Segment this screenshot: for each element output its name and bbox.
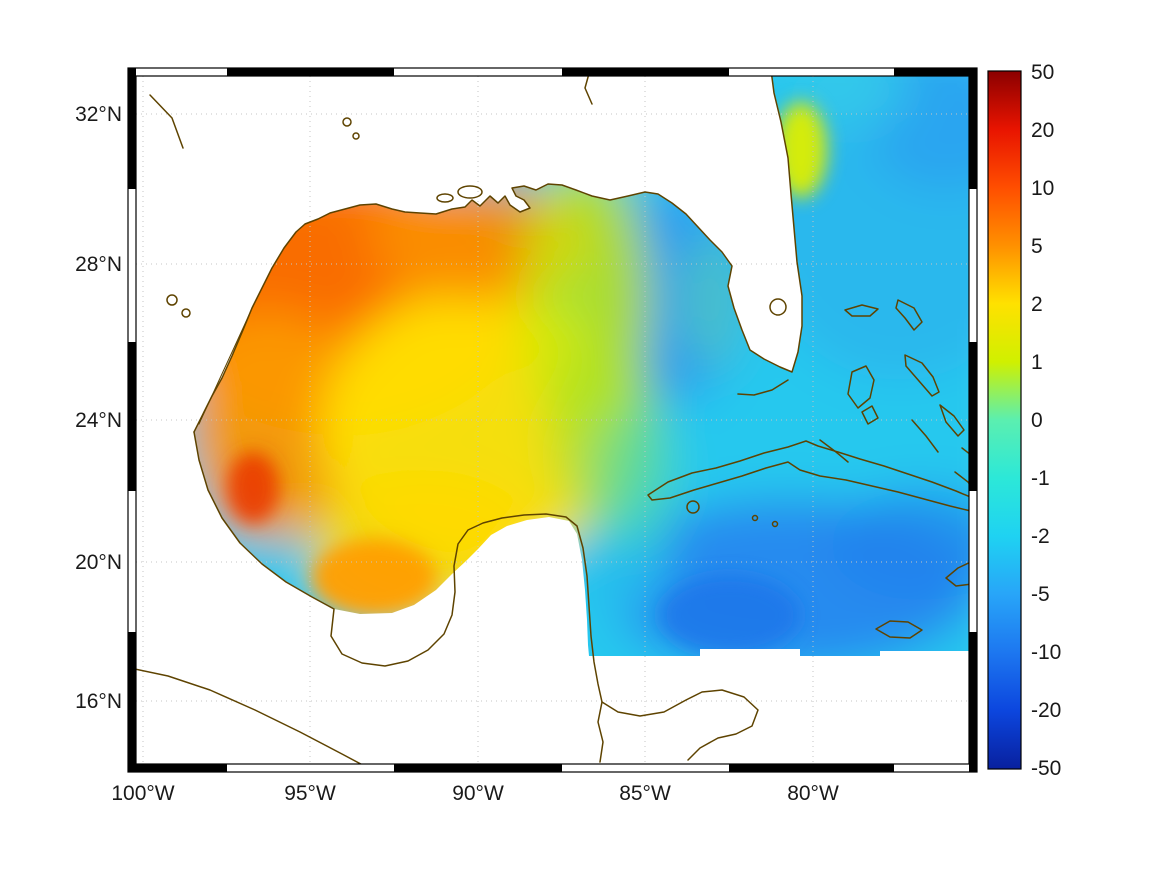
data-field <box>136 76 969 764</box>
bahamas-long-island <box>939 404 965 437</box>
bahamas-andros <box>847 365 875 409</box>
x-tick-label: 95°W <box>284 782 336 805</box>
texas-lagoon-line <box>198 303 255 425</box>
y-tick-label: 24°N <box>75 409 122 432</box>
border-black-segments <box>128 68 977 772</box>
y-axis-labels: 32°N 28°N 24°N 20°N 16°N <box>75 103 122 713</box>
y-tick-label: 28°N <box>75 253 122 276</box>
pacific-coastline <box>136 668 363 764</box>
colorbar-tick-label: -20 <box>1031 699 1061 722</box>
jamaica-outline <box>875 620 923 639</box>
field-blob <box>590 410 680 550</box>
haiti-west-tip <box>945 561 969 587</box>
border-band-top <box>128 68 977 76</box>
inland-lake <box>181 308 191 318</box>
x-tick-label: 100°W <box>111 782 174 805</box>
bahamas-eleuthera <box>904 354 940 397</box>
x-tick-label: 80°W <box>787 782 839 805</box>
bahamas-grand-bahama <box>844 304 879 317</box>
inland-lake <box>166 294 178 306</box>
x-tick-label: 85°W <box>619 782 671 805</box>
cuba-outline <box>647 440 969 512</box>
colorbar-tick-label: -1 <box>1031 467 1050 490</box>
colorbar-tick-label: 2 <box>1031 293 1043 316</box>
lake-pontchartrain-outline <box>457 185 483 199</box>
cay-south-of-cuba <box>771 520 779 528</box>
cay-south-of-cuba <box>751 514 759 522</box>
y-tick-label: 20°N <box>75 551 122 574</box>
bahamas-bank-line <box>819 439 849 463</box>
border-outer-frame <box>127 67 978 773</box>
x-tick-label: 90°W <box>452 782 504 805</box>
colorbar-tick-label: -5 <box>1031 583 1050 606</box>
border-inner-frame <box>135 75 970 765</box>
colorbar-tick-label: -50 <box>1031 757 1061 780</box>
inland-lake <box>352 132 360 140</box>
colorbar-tick-label: -10 <box>1031 641 1061 664</box>
land-mask <box>136 76 969 764</box>
field-blob <box>830 490 969 600</box>
field-blob-campeche-orange <box>312 539 436 615</box>
field-blob-dark-blue <box>660 575 800 655</box>
colorbar-labels: 50 20 10 5 2 1 0 -1 -2 -5 -10 -20 -50 <box>1031 61 1061 780</box>
florida-keys-line <box>737 379 789 396</box>
mexico-yucatan-coastline <box>193 431 604 763</box>
colorbar-tick-label: 5 <box>1031 235 1043 258</box>
bahamas-abaco <box>895 299 923 331</box>
field-blob <box>680 230 740 370</box>
lake-okeechobee-outline <box>769 298 787 316</box>
y-tick-label: 16°N <box>75 690 122 713</box>
inland-lake <box>342 117 352 127</box>
coastlines <box>136 76 969 764</box>
bahamas-small-cay <box>861 405 879 425</box>
coastal-lagoon-outline <box>436 193 454 203</box>
colorbar-tick-label: -2 <box>1031 525 1050 548</box>
colorbar-tick-label: 1 <box>1031 351 1043 374</box>
isle-of-youth-outline <box>686 500 700 514</box>
colorbar: 50 20 10 5 2 1 0 -1 -2 -5 -10 -20 -50 <box>987 61 1061 780</box>
x-axis-labels: 100°W 95°W 90°W 85°W 80°W <box>111 782 839 805</box>
bahamas-exumas-line <box>911 419 939 453</box>
colorbar-tick-label: 10 <box>1031 177 1054 200</box>
colorbar-tick-label: 50 <box>1031 61 1054 84</box>
river-line <box>584 76 593 105</box>
field-blob-red-spot <box>227 452 279 524</box>
colorbar-gradient-bar <box>987 70 1022 770</box>
honduras-coastline <box>601 689 759 761</box>
y-tick-label: 32°N <box>75 103 122 126</box>
map-border <box>127 67 978 773</box>
field-blob <box>790 76 910 130</box>
colorbar-tick-label: 20 <box>1031 119 1054 142</box>
us-gulf-florida-coastline <box>193 76 803 433</box>
river-line <box>149 94 184 149</box>
colorbar-tick-label: 0 <box>1031 409 1043 432</box>
